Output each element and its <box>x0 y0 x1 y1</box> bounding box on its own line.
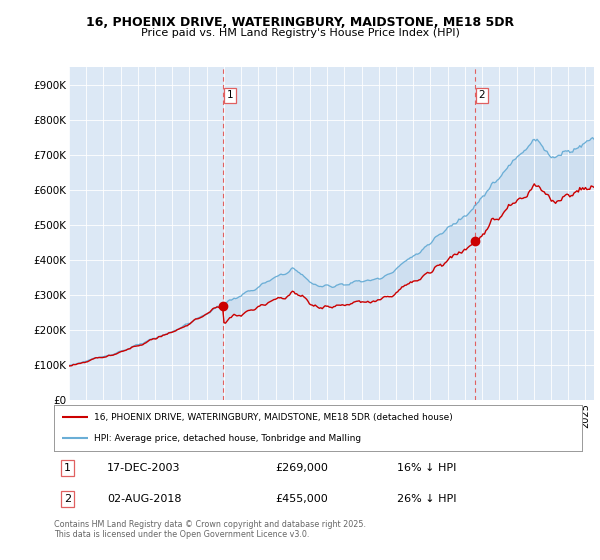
Text: HPI: Average price, detached house, Tonbridge and Malling: HPI: Average price, detached house, Tonb… <box>94 434 361 443</box>
Text: 2: 2 <box>64 494 71 503</box>
Text: 16, PHOENIX DRIVE, WATERINGBURY, MAIDSTONE, ME18 5DR (detached house): 16, PHOENIX DRIVE, WATERINGBURY, MAIDSTO… <box>94 413 452 422</box>
Text: 17-DEC-2003: 17-DEC-2003 <box>107 463 181 473</box>
Text: 1: 1 <box>64 463 71 473</box>
Text: Contains HM Land Registry data © Crown copyright and database right 2025.
This d: Contains HM Land Registry data © Crown c… <box>54 520 366 539</box>
Text: 2: 2 <box>478 90 485 100</box>
Text: £455,000: £455,000 <box>276 494 329 503</box>
Text: £269,000: £269,000 <box>276 463 329 473</box>
Text: 16% ↓ HPI: 16% ↓ HPI <box>397 463 457 473</box>
Text: 1: 1 <box>227 90 233 100</box>
Text: 02-AUG-2018: 02-AUG-2018 <box>107 494 181 503</box>
Text: Price paid vs. HM Land Registry's House Price Index (HPI): Price paid vs. HM Land Registry's House … <box>140 28 460 38</box>
Text: 16, PHOENIX DRIVE, WATERINGBURY, MAIDSTONE, ME18 5DR: 16, PHOENIX DRIVE, WATERINGBURY, MAIDSTO… <box>86 16 514 29</box>
Text: 26% ↓ HPI: 26% ↓ HPI <box>397 494 457 503</box>
